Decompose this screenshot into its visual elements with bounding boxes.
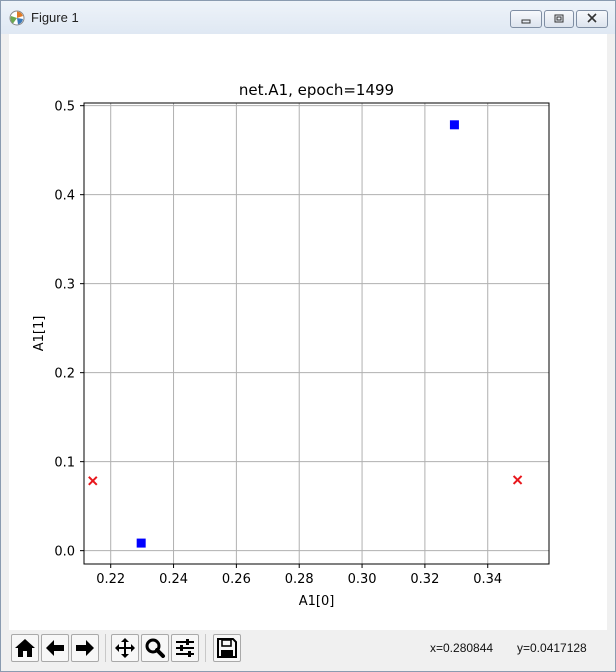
x-ticks: 0.22 0.24 0.26 0.28 0.30 0.32 0.34 (96, 564, 502, 587)
y-coordinate-readout: y=0.0417128 (517, 641, 587, 655)
x-tick-label: 0.28 (285, 572, 314, 587)
y-tick-label: 0.3 (54, 278, 75, 293)
zoom-button[interactable] (141, 634, 169, 662)
y-tick-label: 0.0 (54, 545, 75, 560)
chart-title: net.A1, epoch=1499 (239, 81, 394, 99)
scatter-chart: 0.22 0.24 0.26 0.28 0.30 0.32 0.34 0.00.10.20.… (32, 81, 550, 609)
configure-subplots-icon (176, 639, 194, 657)
x-tick-label: 0.24 (159, 572, 188, 587)
x-marker (88, 476, 98, 486)
x-tick-label: 0.34 (473, 572, 502, 587)
x-marker (512, 475, 523, 485)
x-tick-label: 0.30 (348, 572, 377, 587)
save-icon (217, 638, 237, 658)
zoom-icon (145, 638, 165, 658)
home-button[interactable] (11, 634, 39, 662)
save-button[interactable] (213, 634, 241, 662)
back-button[interactable] (41, 634, 69, 662)
y-ticks: 0.0 0.1 0.2 0.3 0.4 0.5 (54, 100, 84, 560)
y-tick-label: 0.2 (54, 367, 75, 382)
x-tick-label: 0.22 (96, 572, 125, 587)
axes-frame (83, 102, 550, 565)
window-title: Figure 1 (31, 10, 79, 25)
x-tick-label: 0.32 (410, 572, 439, 587)
minimize-icon (521, 19, 531, 24)
maximize-icon (554, 14, 564, 23)
x-coordinate-readout: x=0.280844 (430, 641, 494, 655)
forward-button[interactable] (71, 634, 99, 662)
y-tick-label: 0.4 (54, 189, 75, 204)
y-axis-label: A1[1] (32, 316, 47, 352)
close-icon (587, 13, 597, 23)
square-marker (136, 538, 146, 548)
y-tick-label: 0.5 (54, 100, 75, 115)
figure-canvas[interactable]: 0.22 0.24 0.26 0.28 0.30 0.32 0.34 0.0 0.1 0.2 0.… (9, 34, 607, 630)
gridlines (84, 103, 549, 564)
pan-button[interactable] (111, 634, 139, 662)
pan-icon (115, 638, 135, 658)
home-icon (15, 639, 35, 657)
close-button[interactable] (576, 10, 608, 28)
minimize-button[interactable] (510, 10, 542, 28)
navigation-toolbar: x=0.280844 y=0.0417128 (9, 630, 607, 665)
toolbar-separator (105, 634, 106, 662)
data-points (88, 120, 523, 548)
forward-arrow-icon (76, 640, 94, 656)
y-tick-label: 0.1 (54, 456, 75, 471)
toolbar-separator (205, 634, 206, 662)
back-arrow-icon (46, 640, 64, 656)
square-marker (449, 120, 459, 130)
configure-subplots-button[interactable] (171, 634, 199, 662)
maximize-button[interactable] (544, 10, 574, 28)
title-bar[interactable]: Figure 1 (1, 1, 615, 34)
matplotlib-icon (9, 10, 25, 26)
x-axis-label: A1[0] (299, 594, 335, 609)
x-tick-label: 0.26 (222, 572, 251, 587)
